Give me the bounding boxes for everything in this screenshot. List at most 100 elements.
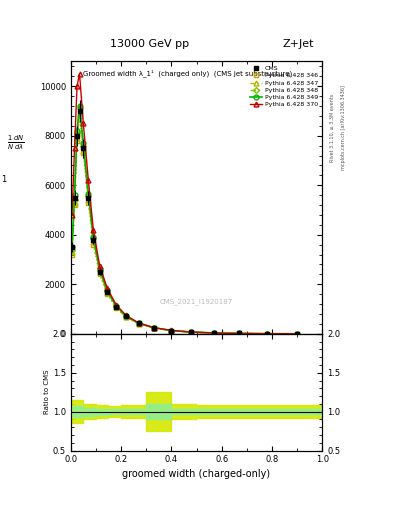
Line: Pythia 6.428 346: Pythia 6.428 346: [70, 114, 299, 336]
Pythia 6.428 346: [189, 329, 194, 335]
Pythia 6.428 348: [124, 313, 129, 319]
Pythia 6.428 347: [169, 328, 174, 334]
Pythia 6.428 370: [136, 320, 141, 326]
Pythia 6.428 349: [151, 325, 156, 331]
Pythia 6.428 370: [124, 312, 129, 318]
Pythia 6.428 370: [114, 302, 118, 308]
Pythia 6.428 370: [264, 331, 269, 337]
Pythia 6.428 346: [212, 330, 217, 336]
Pythia 6.428 370: [86, 177, 91, 183]
Pythia 6.428 346: [91, 242, 96, 248]
Pythia 6.428 348: [114, 303, 118, 309]
Pythia 6.428 348: [81, 142, 86, 148]
Pythia 6.428 346: [105, 291, 110, 297]
Pythia 6.428 349: [72, 192, 77, 198]
Pythia 6.428 346: [295, 331, 299, 337]
Pythia 6.428 347: [212, 330, 217, 336]
Pythia 6.428 348: [169, 328, 174, 334]
Pythia 6.428 349: [97, 266, 102, 272]
Text: mcplots.cern.ch [arXiv:1306.3436]: mcplots.cern.ch [arXiv:1306.3436]: [342, 86, 346, 170]
Pythia 6.428 370: [70, 212, 74, 218]
Y-axis label: Ratio to CMS: Ratio to CMS: [44, 370, 50, 414]
Pythia 6.428 370: [72, 145, 77, 151]
Pythia 6.428 370: [91, 227, 96, 233]
Pythia 6.428 346: [264, 331, 269, 337]
Pythia 6.428 347: [295, 331, 299, 337]
Pythia 6.428 370: [237, 330, 242, 336]
Pythia 6.428 349: [81, 140, 86, 146]
Pythia 6.428 349: [264, 331, 269, 337]
Pythia 6.428 346: [237, 330, 242, 336]
Text: Z+Jet: Z+Jet: [283, 38, 314, 49]
Pythia 6.428 346: [114, 305, 118, 311]
Pythia 6.428 348: [72, 197, 77, 203]
Pythia 6.428 348: [295, 331, 299, 337]
Line: Pythia 6.428 347: Pythia 6.428 347: [70, 111, 299, 336]
Pythia 6.428 349: [75, 127, 79, 134]
Line: Pythia 6.428 348: Pythia 6.428 348: [70, 106, 299, 336]
Pythia 6.428 346: [151, 325, 156, 331]
Pythia 6.428 348: [105, 288, 110, 294]
Pythia 6.428 346: [124, 314, 129, 321]
Pythia 6.428 370: [295, 331, 299, 337]
Pythia 6.428 346: [75, 138, 79, 144]
Pythia 6.428 349: [114, 303, 118, 309]
Pythia 6.428 347: [264, 331, 269, 337]
Pythia 6.428 347: [124, 314, 129, 320]
Pythia 6.428 346: [169, 328, 174, 334]
Text: Rivet 3.1.10, ≥ 3.3M events: Rivet 3.1.10, ≥ 3.3M events: [330, 94, 334, 162]
Text: Groomed width λ_1¹  (charged only)  (CMS jet substructure): Groomed width λ_1¹ (charged only) (CMS j…: [83, 70, 292, 77]
Pythia 6.428 348: [237, 330, 242, 336]
Pythia 6.428 348: [75, 130, 79, 136]
Text: 1: 1: [1, 175, 7, 184]
Pythia 6.428 347: [105, 290, 110, 296]
Pythia 6.428 348: [212, 330, 217, 336]
Pythia 6.428 370: [212, 330, 217, 336]
Pythia 6.428 349: [295, 331, 299, 337]
Line: Pythia 6.428 370: Pythia 6.428 370: [70, 71, 299, 336]
Text: 13000 GeV pp: 13000 GeV pp: [110, 38, 189, 49]
Pythia 6.428 370: [75, 83, 79, 89]
Pythia 6.428 347: [97, 270, 102, 276]
Pythia 6.428 347: [151, 325, 156, 331]
Pythia 6.428 370: [97, 263, 102, 269]
Pythia 6.428 347: [81, 147, 86, 154]
Pythia 6.428 347: [114, 304, 118, 310]
Pythia 6.428 349: [91, 234, 96, 240]
Pythia 6.428 347: [86, 197, 91, 203]
Pythia 6.428 349: [86, 191, 91, 197]
Pythia 6.428 349: [189, 329, 194, 335]
Pythia 6.428 349: [212, 330, 217, 336]
Pythia 6.428 347: [70, 249, 74, 255]
Pythia 6.428 347: [77, 111, 82, 117]
Pythia 6.428 348: [77, 105, 82, 112]
Pythia 6.428 347: [75, 135, 79, 141]
Pythia 6.428 349: [169, 328, 174, 334]
Pythia 6.428 348: [264, 331, 269, 337]
Line: Pythia 6.428 349: Pythia 6.428 349: [70, 103, 299, 336]
Pythia 6.428 346: [136, 321, 141, 327]
Pythia 6.428 346: [97, 271, 102, 278]
X-axis label: groomed width (charged-only): groomed width (charged-only): [123, 468, 270, 479]
Pythia 6.428 370: [151, 325, 156, 331]
Pythia 6.428 348: [189, 329, 194, 335]
Pythia 6.428 349: [237, 330, 242, 336]
Legend: CMS, Pythia 6.428 346, Pythia 6.428 347, Pythia 6.428 348, Pythia 6.428 349, Pyt: CMS, Pythia 6.428 346, Pythia 6.428 347,…: [248, 65, 319, 109]
Pythia 6.428 346: [70, 251, 74, 258]
Pythia 6.428 346: [77, 113, 82, 119]
Pythia 6.428 370: [105, 285, 110, 291]
Pythia 6.428 347: [136, 321, 141, 327]
Pythia 6.428 370: [81, 120, 86, 126]
Text: CMS_2021_I1920187: CMS_2021_I1920187: [160, 298, 233, 305]
Pythia 6.428 348: [86, 194, 91, 200]
Pythia 6.428 370: [189, 329, 194, 335]
Pythia 6.428 370: [77, 71, 82, 77]
Pythia 6.428 348: [151, 325, 156, 331]
Pythia 6.428 348: [91, 236, 96, 242]
Pythia 6.428 347: [237, 330, 242, 336]
Pythia 6.428 348: [70, 247, 74, 253]
Pythia 6.428 348: [97, 268, 102, 274]
Pythia 6.428 349: [70, 244, 74, 250]
Pythia 6.428 347: [189, 329, 194, 335]
Pythia 6.428 346: [86, 200, 91, 206]
